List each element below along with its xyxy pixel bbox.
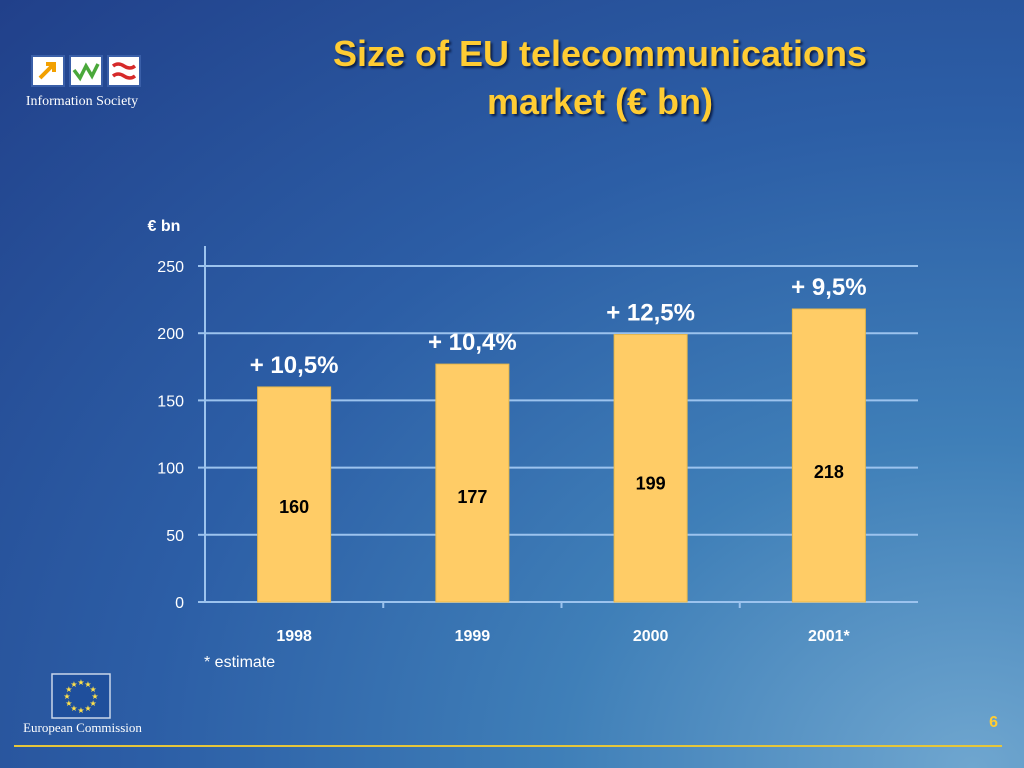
y-tick-labels: 0 50 100 150 200 250: [157, 259, 205, 612]
growth-label: + 9,5%: [791, 274, 866, 301]
european-commission-logo: ★ ★ ★ ★ ★ ★ ★ ★ ★ ★ ★ ★ European Commission: [10, 670, 155, 740]
footer-divider: [14, 745, 1002, 747]
y-tick-label: 100: [157, 461, 184, 478]
eu-star-icon: ★: [84, 704, 91, 713]
bar: [791, 308, 866, 603]
eu-star-icon: ★: [70, 704, 77, 713]
growth-label: + 12,5%: [606, 300, 695, 327]
eu-star-icon: ★: [91, 692, 98, 701]
bar-value-label: 218: [814, 462, 844, 482]
page-number: 6: [989, 714, 998, 731]
x-axis-ticks: [382, 602, 741, 608]
x-tick-label: 1999: [455, 628, 491, 645]
bar: [613, 334, 688, 603]
growth-label: + 10,4%: [428, 329, 517, 356]
y-tick-label: 50: [166, 528, 184, 545]
european-commission-caption: European Commission: [23, 720, 142, 735]
bar-value-label: 177: [457, 487, 487, 507]
eu-star-icon: ★: [90, 699, 97, 708]
bar-value-label: 160: [279, 497, 309, 517]
x-tick-label: 1998: [276, 628, 312, 645]
information-society-logo: Information Society: [12, 50, 152, 120]
eu-star-icon: ★: [90, 685, 97, 694]
title-line-2: market (€ bn): [486, 81, 714, 122]
eu-flag-icon: ★ ★★★★★★★★★★★: [51, 673, 111, 719]
x-tick-label: 2001*: [808, 628, 851, 645]
growth-label: + 10,5%: [250, 352, 339, 379]
eu-star-icon: ★: [63, 692, 70, 701]
slide-title: Size of EU telecommunications market (€ …: [230, 30, 970, 126]
footnote: * estimate: [204, 654, 276, 671]
eu-star-icon: ★: [84, 680, 91, 689]
bar: [257, 386, 332, 603]
bars: 160 + 10,5% 1998 177 + 10,4% 1999 199 + 12,5% 20…: [250, 274, 867, 645]
y-tick-label: 150: [157, 393, 184, 410]
information-society-logo-icon: [31, 55, 141, 87]
bar: [435, 363, 510, 603]
eu-star-icon: ★: [65, 685, 72, 694]
y-axis-label: € bn: [148, 218, 181, 235]
eu-star-icon: ★: [65, 699, 72, 708]
title-line-1: Size of EU telecommunications: [332, 33, 868, 74]
y-tick-label: 0: [175, 595, 184, 612]
information-society-caption: Information Society: [25, 94, 139, 109]
eu-star-icon: ★: [77, 678, 84, 687]
y-tick-label: 200: [157, 326, 184, 343]
bar-value-label: 199: [636, 474, 666, 494]
eu-star-icon: ★: [77, 706, 84, 715]
y-tick-label: 250: [157, 259, 184, 276]
x-tick-label: 2000: [633, 628, 669, 645]
eu-star-icon: ★: [70, 680, 77, 689]
